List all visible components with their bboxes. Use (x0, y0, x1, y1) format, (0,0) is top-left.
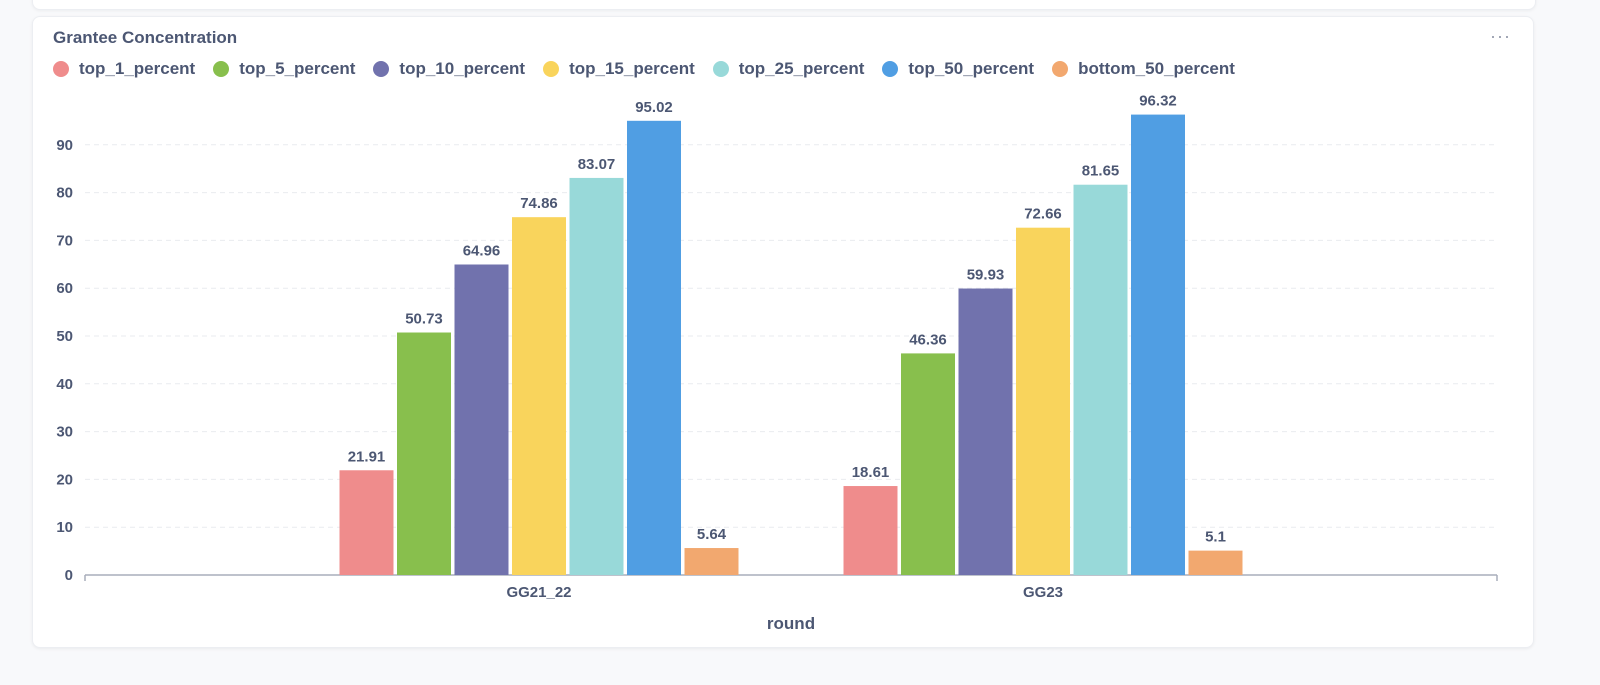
y-tick-label: 70 (56, 232, 73, 249)
legend-swatch (712, 61, 729, 77)
legend-swatch (373, 61, 390, 77)
y-tick-label: 50 (56, 328, 73, 345)
legend-swatch (213, 61, 230, 77)
bar (843, 486, 898, 575)
data-label: 83.07 (578, 156, 616, 173)
y-tick-label: 10 (56, 519, 73, 536)
data-label: 46.36 (909, 331, 947, 348)
legend-item-top-5-percent[interactable]: top_5_percent (213, 59, 355, 79)
data-label: 5.64 (697, 526, 727, 543)
legend-item-top-10-percent[interactable]: top_10_percent (373, 59, 525, 79)
bar (512, 217, 566, 576)
bar (958, 288, 1013, 575)
x-tick-label: GG23 (1023, 584, 1063, 601)
y-tick-label: 60 (56, 280, 73, 297)
data-label: 95.02 (635, 99, 673, 116)
legend-item-top-50-percent[interactable]: top_50_percent (882, 59, 1034, 79)
data-label: 96.32 (1139, 93, 1177, 110)
legend-item-top-25-percent[interactable]: top_25_percent (712, 59, 865, 79)
card-title: Grantee Concentration (53, 28, 238, 47)
legend-label: top_15_percent (569, 59, 695, 78)
bar (627, 120, 681, 576)
chart-card: Grantee Concentration ··· top_1_percent t… (32, 16, 1534, 648)
legend-label: top_25_percent (738, 59, 865, 78)
data-label: 59.93 (967, 267, 1005, 284)
y-tick-label: 30 (56, 424, 73, 441)
data-label: 18.61 (852, 464, 890, 481)
legend-swatch (882, 61, 899, 77)
legend-label: top_10_percent (399, 59, 526, 78)
data-label: 21.91 (348, 448, 386, 465)
data-label: 64.96 (463, 242, 501, 259)
legend-item-top-1-percent[interactable]: top_1_percent (53, 59, 195, 79)
bar (454, 264, 509, 575)
bar (684, 548, 739, 575)
data-label: 81.65 (1082, 163, 1120, 180)
bar (569, 177, 624, 575)
legend-label: top_1_percent (79, 59, 196, 78)
legend-label: top_5_percent (239, 59, 356, 78)
legend-swatch (543, 61, 560, 77)
legend-swatch (53, 61, 69, 77)
bar (397, 332, 451, 575)
data-label: 74.86 (520, 195, 558, 212)
bar (1188, 550, 1243, 575)
chart-legend: top_1_percent top_5_percent top_10_percent… (53, 59, 1253, 79)
x-tick-label: GG21_22 (506, 584, 571, 601)
x-axis-label: round (767, 614, 815, 633)
y-tick-label: 40 (56, 376, 73, 393)
bar (901, 353, 955, 575)
bar (1016, 227, 1070, 576)
data-label: 72.66 (1024, 206, 1062, 223)
bar (1073, 184, 1128, 575)
y-tick-label: 0 (65, 567, 73, 584)
more-options-icon[interactable]: ··· (1490, 26, 1511, 46)
legend-label: bottom_50_percent (1078, 59, 1235, 78)
data-label: 50.73 (405, 311, 443, 328)
legend-item-top-15-percent[interactable]: top_15_percent (543, 59, 695, 79)
bar (1131, 114, 1185, 576)
legend-swatch (1052, 61, 1069, 77)
y-tick-label: 80 (56, 185, 73, 202)
legend-item-bottom-50-percent[interactable]: bottom_50_percent (1052, 59, 1235, 79)
y-tick-label: 90 (56, 137, 73, 154)
y-tick-label: 20 (56, 471, 73, 488)
bar (339, 470, 394, 575)
legend-label: top_50_percent (908, 59, 1035, 78)
data-label: 5.1 (1205, 529, 1226, 546)
